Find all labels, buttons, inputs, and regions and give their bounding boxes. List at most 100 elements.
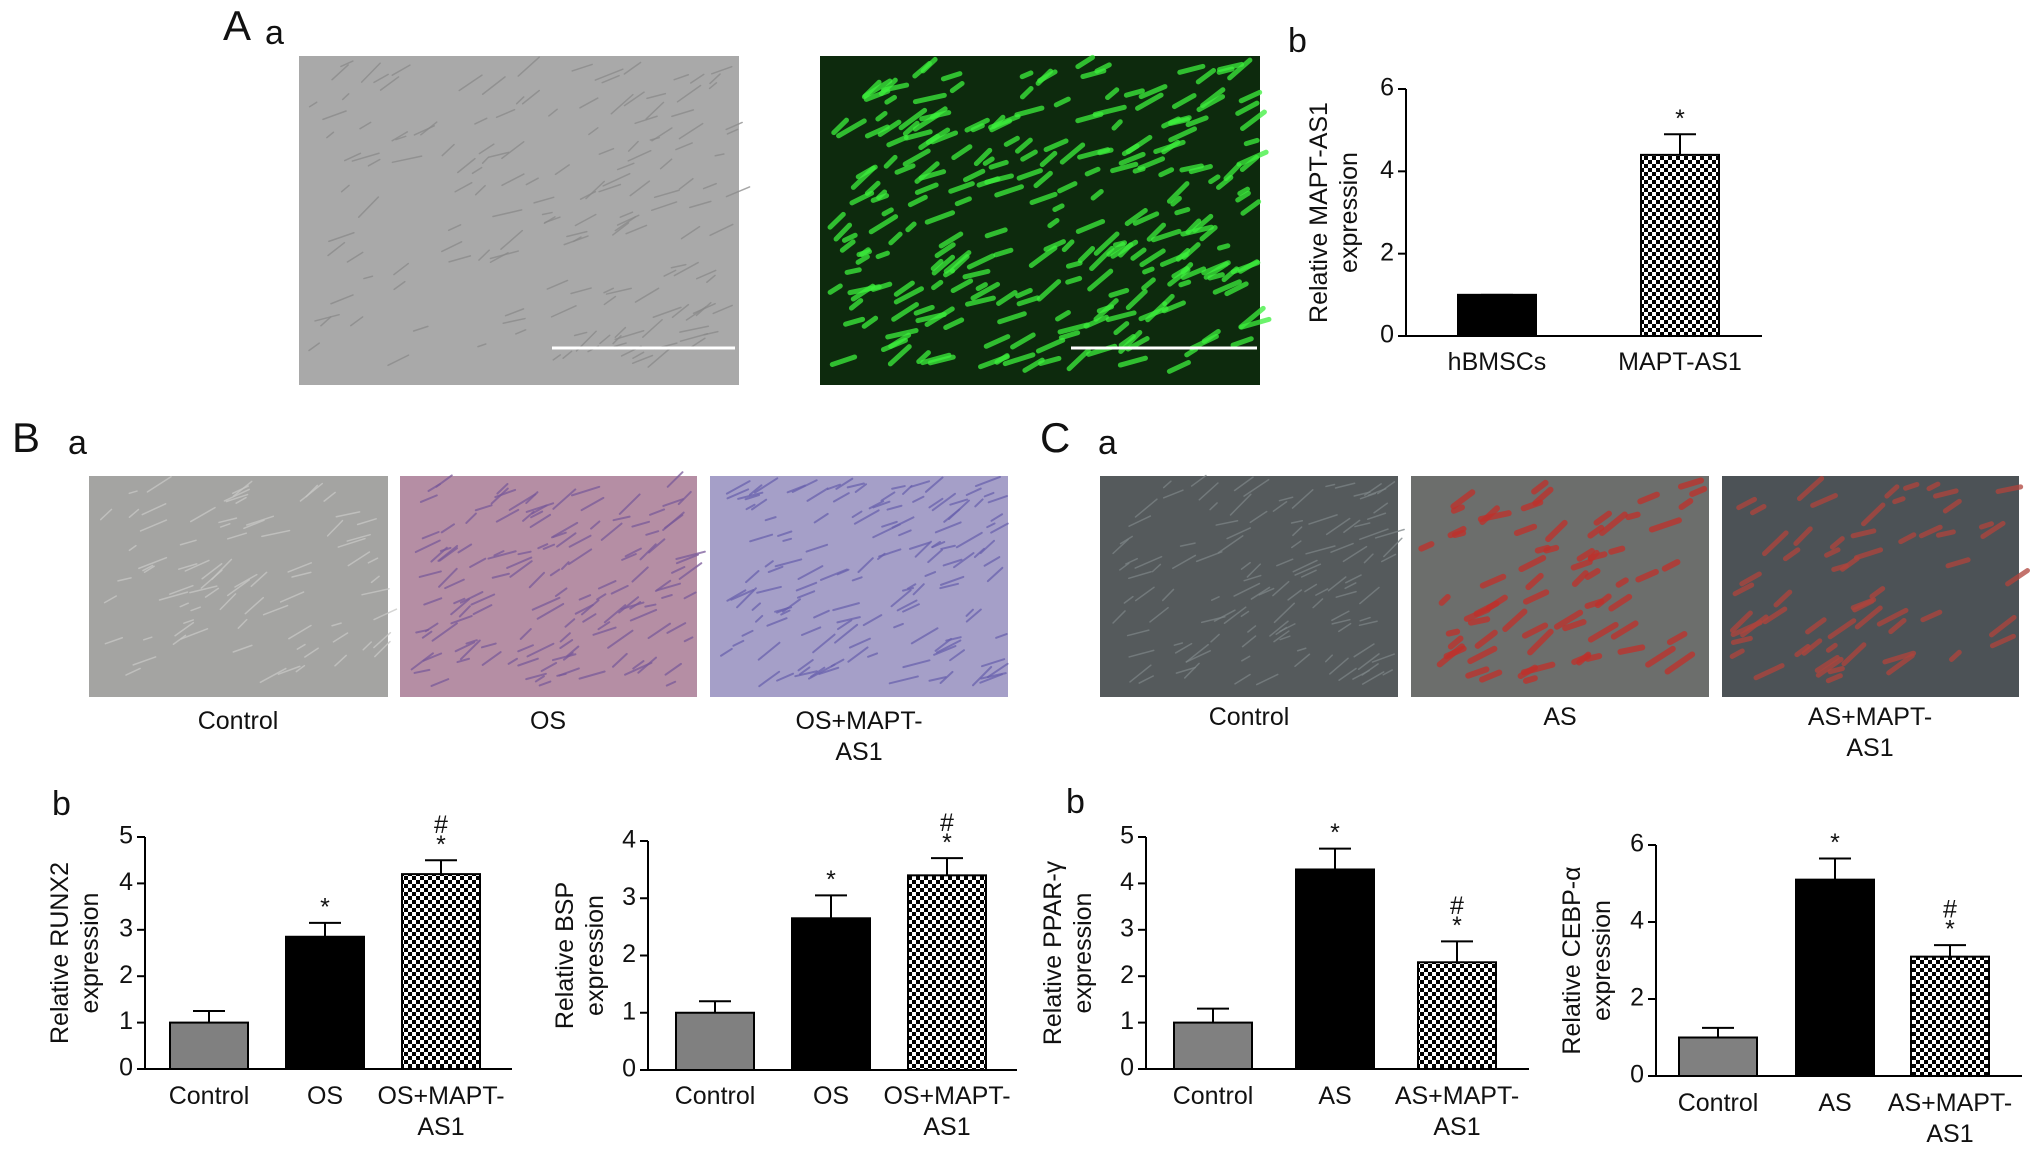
texture bbox=[1016, 295, 1040, 307]
texture bbox=[1513, 523, 1538, 537]
texture bbox=[1364, 483, 1382, 496]
annotation: # bbox=[1943, 896, 1957, 924]
texture bbox=[1886, 653, 1915, 676]
texture bbox=[1185, 643, 1209, 663]
texture bbox=[1740, 614, 1769, 638]
texture bbox=[458, 605, 471, 618]
texture bbox=[326, 131, 335, 139]
texture bbox=[458, 74, 483, 92]
texture bbox=[972, 666, 993, 687]
texture bbox=[832, 602, 860, 612]
texture bbox=[261, 529, 291, 538]
texture bbox=[1383, 537, 1403, 558]
texture bbox=[1450, 489, 1476, 510]
texture bbox=[1065, 260, 1083, 269]
texture bbox=[898, 529, 912, 537]
texture bbox=[1869, 586, 1886, 599]
texture bbox=[517, 550, 532, 556]
texture bbox=[818, 666, 840, 675]
texture bbox=[986, 662, 1009, 679]
texture bbox=[829, 354, 858, 367]
texture bbox=[850, 165, 876, 190]
texture bbox=[1523, 589, 1550, 605]
texture bbox=[1361, 671, 1385, 685]
annotation: * bbox=[1452, 912, 1462, 940]
texture bbox=[572, 236, 582, 243]
y-tick-label: 5 bbox=[1120, 822, 1134, 850]
texture bbox=[1198, 482, 1219, 501]
texture bbox=[645, 101, 665, 120]
texture bbox=[848, 637, 871, 649]
texture bbox=[1134, 498, 1158, 518]
texture bbox=[579, 190, 597, 200]
texture bbox=[1805, 617, 1827, 635]
texture bbox=[1175, 666, 1197, 674]
texture bbox=[910, 627, 939, 645]
texture bbox=[1126, 629, 1150, 637]
texture bbox=[940, 71, 963, 82]
texture bbox=[552, 488, 577, 510]
texture bbox=[756, 585, 782, 594]
texture bbox=[948, 181, 975, 194]
texture bbox=[244, 596, 265, 615]
texture bbox=[758, 670, 781, 688]
texture bbox=[552, 531, 567, 538]
texture bbox=[774, 558, 803, 568]
texture bbox=[947, 499, 970, 521]
texture bbox=[1739, 571, 1762, 587]
texture bbox=[1241, 655, 1251, 662]
texture bbox=[714, 153, 725, 157]
texture bbox=[438, 567, 458, 588]
texture bbox=[666, 622, 687, 634]
texture bbox=[774, 606, 793, 613]
texture bbox=[864, 124, 890, 139]
y-tick-label: 4 bbox=[119, 868, 133, 896]
texture bbox=[1884, 484, 1900, 499]
texture bbox=[951, 144, 973, 161]
texture bbox=[806, 487, 829, 502]
texture bbox=[502, 317, 526, 324]
texture bbox=[690, 73, 705, 84]
texture bbox=[725, 480, 751, 495]
texture bbox=[453, 597, 466, 605]
bar bbox=[1173, 1021, 1253, 1070]
caption: Control bbox=[168, 1082, 250, 1110]
texture bbox=[477, 343, 487, 348]
texture bbox=[1237, 259, 1260, 274]
texture bbox=[623, 91, 645, 107]
texture bbox=[346, 533, 371, 542]
texture bbox=[1305, 545, 1336, 555]
texture bbox=[288, 624, 312, 640]
texture bbox=[975, 282, 988, 292]
texture bbox=[1123, 595, 1134, 604]
texture bbox=[1447, 635, 1464, 650]
texture bbox=[886, 504, 903, 511]
texture bbox=[836, 616, 861, 624]
micrograph bbox=[710, 476, 1008, 697]
caption: MAPT-AS1 bbox=[1618, 348, 1742, 376]
texture bbox=[650, 201, 678, 212]
texture bbox=[1240, 109, 1267, 131]
y-tick-label: 4 bbox=[1380, 156, 1394, 184]
texture bbox=[1149, 606, 1169, 623]
texture bbox=[725, 121, 743, 131]
texture bbox=[613, 342, 627, 348]
texture bbox=[146, 475, 172, 493]
y-tick-label: 3 bbox=[119, 914, 133, 942]
texture bbox=[525, 672, 547, 681]
y-axis-label: Relative CEBP-αexpression bbox=[1558, 866, 1616, 1054]
texture bbox=[986, 566, 1004, 583]
texture bbox=[831, 117, 849, 136]
texture bbox=[190, 506, 216, 523]
texture bbox=[1269, 620, 1289, 637]
texture bbox=[1825, 673, 1843, 684]
texture bbox=[597, 621, 611, 631]
texture bbox=[965, 295, 996, 307]
texture bbox=[607, 629, 634, 649]
texture bbox=[720, 647, 733, 657]
texture bbox=[1110, 239, 1139, 259]
annotation: * bbox=[1675, 105, 1685, 133]
texture bbox=[1882, 650, 1917, 665]
texture bbox=[1531, 479, 1549, 495]
texture bbox=[1196, 94, 1226, 113]
